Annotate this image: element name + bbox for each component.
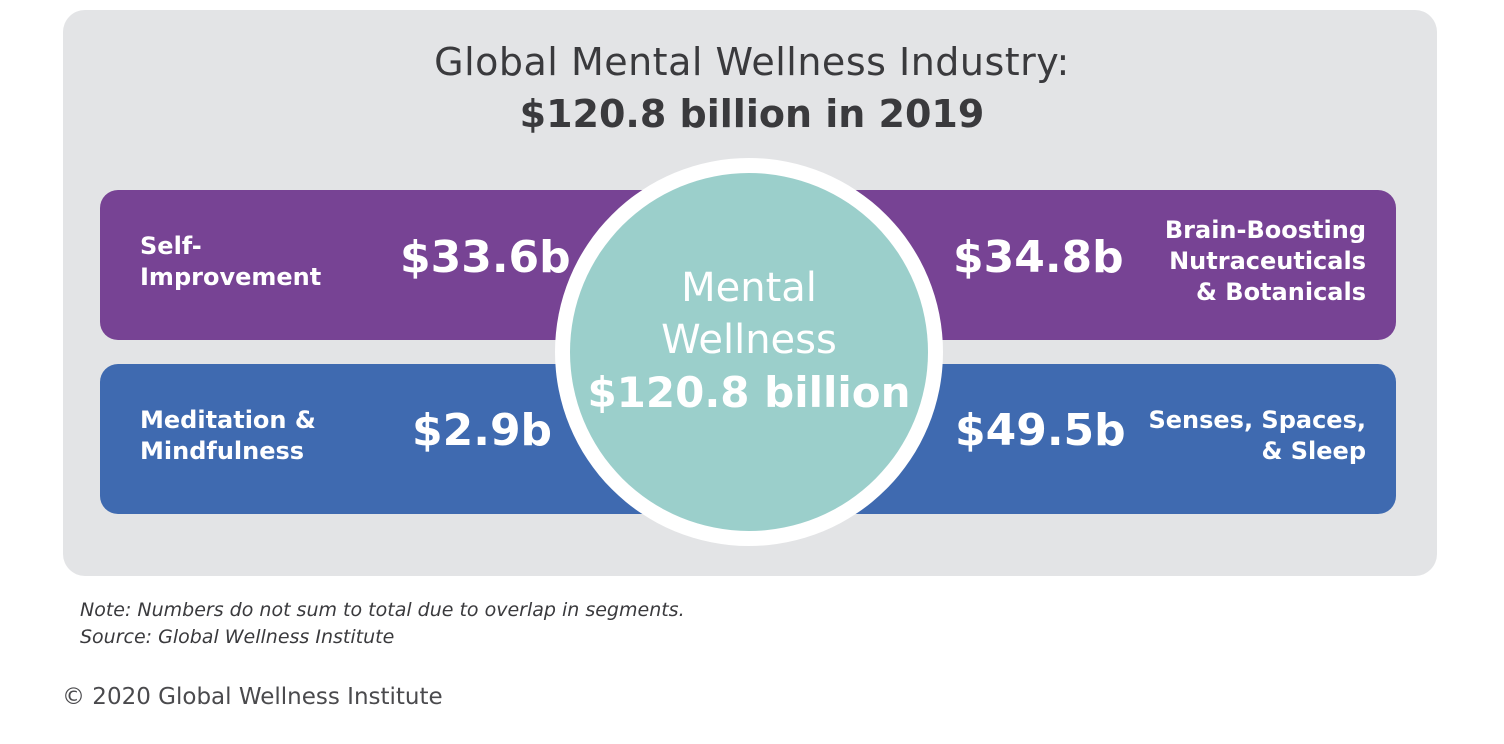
center-value: $120.8 billion xyxy=(587,368,911,417)
footnote: Note: Numbers do not sum to total due to… xyxy=(80,597,685,651)
segment-value-brain-boosting: $34.8b xyxy=(953,232,1124,283)
segment-value-self-improvement: $33.6b xyxy=(400,232,571,283)
source-text: Source: Global Wellness Institute xyxy=(80,626,395,648)
subtitle-total: $120.8 billion in 2019 xyxy=(519,92,985,136)
segment-label-meditation: Meditation & Mindfulness xyxy=(140,406,316,465)
segment-label-brain-boosting: Brain-Boosting Nutraceuticals & Botanica… xyxy=(1164,216,1366,306)
segment-label-self-improvement: Self- Improvement xyxy=(140,232,322,291)
title: Global Mental Wellness Industry: xyxy=(434,40,1070,84)
center-circle xyxy=(570,173,928,531)
segment-label-senses-spaces-sleep: Senses, Spaces, & Sleep xyxy=(1148,406,1366,465)
note-text: Note: Numbers do not sum to total due to… xyxy=(80,599,685,621)
copyright: © 2020 Global Wellness Institute xyxy=(62,684,443,710)
center-label: Mental Wellness xyxy=(661,265,837,363)
segment-value-meditation: $2.9b xyxy=(412,405,553,456)
segment-value-senses-spaces-sleep: $49.5b xyxy=(955,405,1126,456)
